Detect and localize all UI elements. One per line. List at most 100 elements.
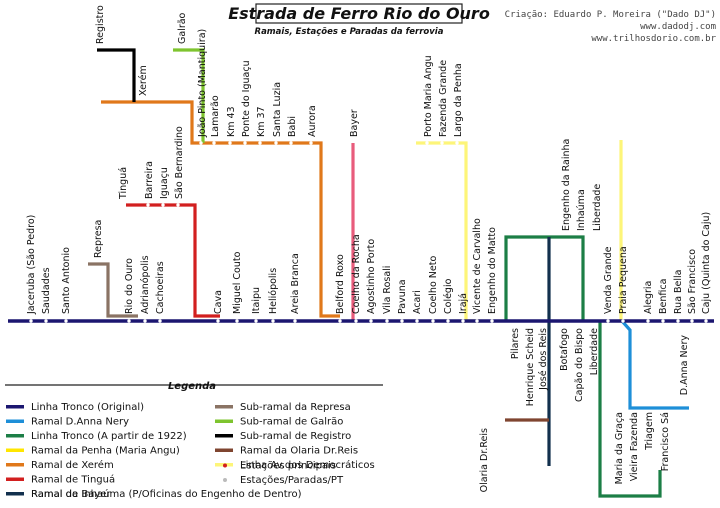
station-dot <box>254 319 258 323</box>
station-label: Represa <box>93 220 104 258</box>
map-subtitle: Ramais, Estações e Paradas da ferrovia <box>255 27 444 37</box>
station-dot <box>212 141 216 145</box>
station-label: Vicente de Carvalho <box>472 218 483 314</box>
station-label: Venda Grande <box>603 246 614 314</box>
credit-site-dadodj: www.dadodj.com <box>640 22 716 32</box>
credits: Criação: Eduardo P. Moreira ("Dado DJ") … <box>505 10 717 44</box>
station-label: Engenho da Rainha <box>561 139 572 231</box>
station-label: São Francisco <box>687 249 698 314</box>
legend-label: Linha Tronco (A partir de 1922) <box>31 431 187 442</box>
station-label: Fazenda Grande <box>438 60 449 137</box>
map-title: Estrada de Ferro Rio do Ouro <box>228 4 490 23</box>
legend-label: Linha Av.dos Democráticos <box>240 459 375 471</box>
station-label: Adrianópolis <box>140 255 151 314</box>
legend-label: Sub-ramal de Galrão <box>240 417 343 428</box>
line-registro <box>97 48 136 102</box>
line-xerem <box>101 100 340 318</box>
station-label: Cachoeiras <box>155 261 166 314</box>
station-label: D.Anna Nery <box>679 335 690 396</box>
station-dot <box>415 319 419 323</box>
station-dot <box>490 319 494 323</box>
station-label: José dos Reis <box>538 328 549 391</box>
station-label: Lamarão <box>210 95 221 137</box>
station-label: Liberdade <box>589 328 600 375</box>
station-label: Aurora <box>307 105 318 137</box>
station-dot <box>309 141 313 145</box>
legend-label: Ramal de Xerém <box>31 459 114 471</box>
station-label: Maria da Graça <box>614 412 625 484</box>
station-label: Vieira Fazenda <box>629 412 640 481</box>
station-dot <box>440 141 444 145</box>
station-label: Irajá <box>458 293 469 314</box>
legend-label: Ramal de Tinguá <box>31 474 115 486</box>
station-label: Botafogo <box>559 328 570 371</box>
station-label: Santo Antonio <box>61 247 72 314</box>
station-label: Ponte do Iguaçu <box>241 60 252 137</box>
legend: Legenda Linha Tronco (Original) Ramal D.A… <box>5 381 383 500</box>
station-dots <box>29 141 708 323</box>
station-label: Capão do Bispo <box>574 328 585 402</box>
station-label: Coelho da Rocha <box>351 234 362 314</box>
station-label: Olaria Dr.Reis <box>479 428 490 492</box>
station-dot <box>146 203 150 207</box>
title-block: Estrada de Ferro Rio do Ouro Ramais, Est… <box>228 3 490 37</box>
station-label: Porto Maria Angu <box>423 55 434 137</box>
station-dot <box>425 141 429 145</box>
credit-site-trilhosdorio: www.trilhosdorio.com.br <box>591 34 716 44</box>
station-label: Miguel Couto <box>232 251 243 314</box>
legend-swatch <box>6 463 24 467</box>
station-label: Galrão <box>177 12 188 44</box>
legend-swatch <box>215 448 233 452</box>
station-dot <box>258 141 262 145</box>
station-dot <box>199 141 203 145</box>
legend-swatch <box>215 419 233 423</box>
station-dot <box>661 319 665 323</box>
station-label: Colégio <box>443 278 454 314</box>
line-represa <box>88 262 138 318</box>
station-dot <box>369 319 373 323</box>
legend-label: Ramal da Bayer <box>31 489 111 500</box>
station-dot <box>228 141 232 145</box>
station-dot <box>354 319 358 323</box>
station-dot <box>621 319 625 323</box>
station-label: Henrique Scheid <box>525 328 536 406</box>
station-dot <box>606 319 610 323</box>
station-dot <box>400 319 404 323</box>
station-label: Largo da Penha <box>453 63 464 137</box>
line-inhauma-up <box>504 235 585 321</box>
station-label: Heliópolis <box>268 268 279 314</box>
line-galrao <box>173 48 205 143</box>
station-labels: Jaceruba (São Pedro) Saudades Santo Antoni… <box>26 5 712 492</box>
station-label: Belford Roxo <box>335 254 346 314</box>
station-dot <box>161 203 165 207</box>
station-label: Rua Bella <box>673 270 684 315</box>
legend-label: Linha Tronco (Original) <box>31 402 144 413</box>
station-label: Tinguá <box>118 167 129 200</box>
station-label: Benfica <box>658 279 669 314</box>
station-label: Agostinho Porto <box>366 239 377 314</box>
station-dot <box>29 319 33 323</box>
station-label: Vila Rosali <box>382 266 393 314</box>
station-dot <box>64 319 68 323</box>
credit-author: Criação: Eduardo P. Moreira ("Dado DJ") <box>505 10 716 20</box>
station-dot <box>338 319 342 323</box>
station-dot <box>293 319 297 323</box>
legend-marker <box>223 478 227 482</box>
legend-label: Estações/Paradas/PT <box>240 475 344 486</box>
legend-swatch <box>6 492 24 496</box>
station-dot <box>216 319 220 323</box>
station-label: Iguaçu <box>159 167 170 199</box>
station-label: Km 43 <box>226 106 237 137</box>
station-label: Barreira <box>144 161 155 199</box>
station-dot <box>646 319 650 323</box>
station-label: Inhaúma <box>576 189 587 231</box>
station-dot <box>385 319 389 323</box>
station-dot <box>235 319 239 323</box>
station-label: João Pinto (Mantiquira) <box>197 29 208 138</box>
station-dot <box>676 319 680 323</box>
station-label: Rio do Ouro <box>124 258 135 314</box>
legend-label: Sub-ramal de Registro <box>240 431 351 442</box>
station-dot <box>690 319 694 323</box>
legend-items: Linha Tronco (Original) Ramal D.Anna Nery… <box>6 402 375 500</box>
